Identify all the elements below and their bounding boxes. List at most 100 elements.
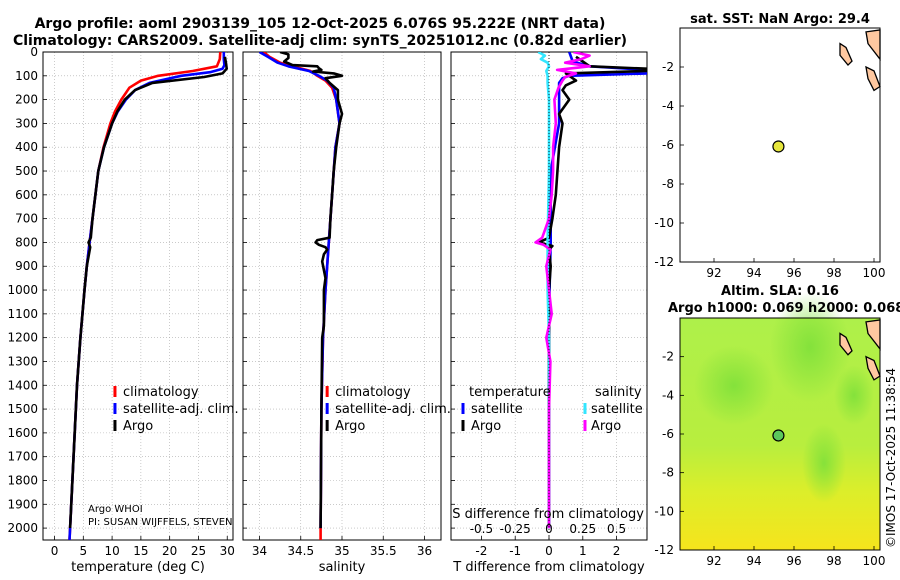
- ytick-label: -12: [654, 255, 674, 269]
- xtick-label: 98: [826, 266, 841, 280]
- ytick-label: 1800: [7, 473, 38, 487]
- title-line1: Argo profile: aoml 2903139_105 12-Oct-20…: [34, 16, 606, 32]
- xtick-label: 25: [191, 544, 206, 558]
- panel-temperature: 0100200300400500600700800900100011001200…: [7, 45, 238, 575]
- xtick-label: 34.5: [287, 544, 314, 558]
- argo-owner-annotation: Argo WHOI: [88, 504, 143, 515]
- island: [839, 42, 853, 67]
- ytick-label: 2000: [7, 521, 38, 535]
- map-frame: [679, 317, 881, 551]
- ytick-label: 1200: [7, 331, 38, 345]
- xtick-label: 92: [706, 554, 721, 568]
- legend-label: climatology: [123, 385, 199, 400]
- xtick-label: 0: [51, 544, 59, 558]
- xtick-label: 15: [133, 544, 148, 558]
- secondary-xtick-label: 0.25: [569, 522, 596, 536]
- xtick-label: 35: [334, 544, 349, 558]
- island: [839, 332, 853, 356]
- legend-label: satellite: [471, 402, 523, 417]
- ytick-label: 1400: [7, 378, 38, 392]
- plot-area: [43, 52, 233, 540]
- ytick-label: 400: [15, 140, 38, 154]
- xtick-label: 96: [786, 266, 801, 280]
- map-frame: [679, 27, 881, 263]
- x-axis-label: salinity: [319, 560, 366, 575]
- xtick-label: 92: [706, 266, 721, 280]
- sla-feature: [834, 365, 874, 426]
- xtick-label: 0: [545, 544, 553, 558]
- xtick-label: 34: [252, 544, 267, 558]
- plot-frame: [242, 51, 442, 541]
- ytick-label: -8: [662, 177, 674, 191]
- xtick-label: 20: [162, 544, 177, 558]
- sla-map: 92 94 96 98 100 -2 -4 -6 -8 -10 -12: [654, 292, 885, 568]
- xtick-label: 100: [863, 554, 886, 568]
- island: [865, 65, 881, 92]
- ytick-label: 600: [15, 188, 38, 202]
- imos-watermark: ©IMOS 17-Oct-2025 11:38:54: [884, 367, 898, 548]
- ytick-label: -4: [662, 99, 674, 113]
- xtick-label: 94: [746, 266, 761, 280]
- secondary-xtick-label: 0.5: [607, 522, 626, 536]
- secondary-xlabel: S difference from climatology: [452, 507, 644, 522]
- ytick-label: 1100: [7, 307, 38, 321]
- xtick-label: 30: [220, 544, 235, 558]
- ytick-label: 1300: [7, 354, 38, 368]
- ytick-label: -12: [654, 543, 674, 557]
- ytick-label: 800: [15, 235, 38, 249]
- xtick-label: 98: [826, 554, 841, 568]
- ytick-label: -6: [662, 427, 674, 441]
- xtick-label: 100: [863, 266, 886, 280]
- legend-label: Argo: [471, 419, 501, 434]
- ytick-label: 200: [15, 93, 38, 107]
- panel-salinity: 34 34.5 35 35.5 36 salinity climatology satelli…: [242, 51, 451, 575]
- xtick-label: -1: [509, 544, 521, 558]
- ytick-label: -10: [654, 216, 674, 230]
- ytick-label: 0: [30, 45, 38, 59]
- ytick-label: -2: [662, 60, 674, 74]
- ytick-label: 100: [15, 69, 38, 83]
- legend-label: Argo: [335, 419, 365, 434]
- secondary-xtick-label: -0.5: [470, 522, 493, 536]
- ytick-label: 1500: [7, 402, 38, 416]
- argo-location-marker: [772, 140, 785, 153]
- secondary-xtick-label: -0.25: [500, 522, 531, 536]
- panel-T-difference-from-climatology: -2 -1 0 1 2 T difference from climatology S di…: [450, 51, 648, 575]
- secondary-xtick-label: 0: [545, 522, 553, 536]
- sla-feature: [694, 345, 774, 426]
- xtick-label: 2: [613, 544, 621, 558]
- legend-title-salinity: salinity: [595, 385, 642, 400]
- ytick-label: 500: [15, 164, 38, 178]
- xtick-label: 94: [746, 554, 761, 568]
- legend-label: Argo: [591, 419, 621, 434]
- ytick-label: 1600: [7, 426, 38, 440]
- ytick-label: -6: [662, 138, 674, 152]
- title-line2: Climatology: CARS2009. Satellite-adj cli…: [12, 33, 628, 49]
- xtick-label: 36: [417, 544, 432, 558]
- series-line: [68, 56, 228, 529]
- ytick-label: 1700: [7, 450, 38, 464]
- ytick-label: 700: [15, 212, 38, 226]
- argo-location-marker: [772, 429, 785, 442]
- sla-map-subtitle: Argo h1000: 0.069 h2000: 0.068: [668, 301, 900, 316]
- ytick-label: -10: [654, 504, 674, 518]
- sla-feature: [770, 292, 850, 402]
- ytick-label: -2: [662, 350, 674, 364]
- legend-label: climatology: [335, 385, 411, 400]
- xtick-label: -2: [475, 544, 487, 558]
- sla-feature: [802, 423, 846, 503]
- legend-label: satellite: [591, 402, 643, 417]
- series-line: [279, 52, 344, 529]
- x-axis-label: T difference from climatology: [452, 560, 645, 575]
- argo-pi-annotation: PI: SUSAN WIJFFELS, STEVEN: [88, 517, 233, 528]
- xtick-label: 96: [786, 554, 801, 568]
- sst-map-title: sat. SST: NaN Argo: 29.4: [690, 12, 870, 27]
- xtick-label: 10: [104, 544, 119, 558]
- legend-label: satellite-adj. clim.: [335, 402, 451, 417]
- series-line: [537, 55, 647, 529]
- ytick-label: 300: [15, 116, 38, 130]
- ytick-label: -8: [662, 466, 674, 480]
- x-axis-label: temperature (deg C): [71, 560, 205, 575]
- legend-title-temperature: temperature: [469, 385, 551, 400]
